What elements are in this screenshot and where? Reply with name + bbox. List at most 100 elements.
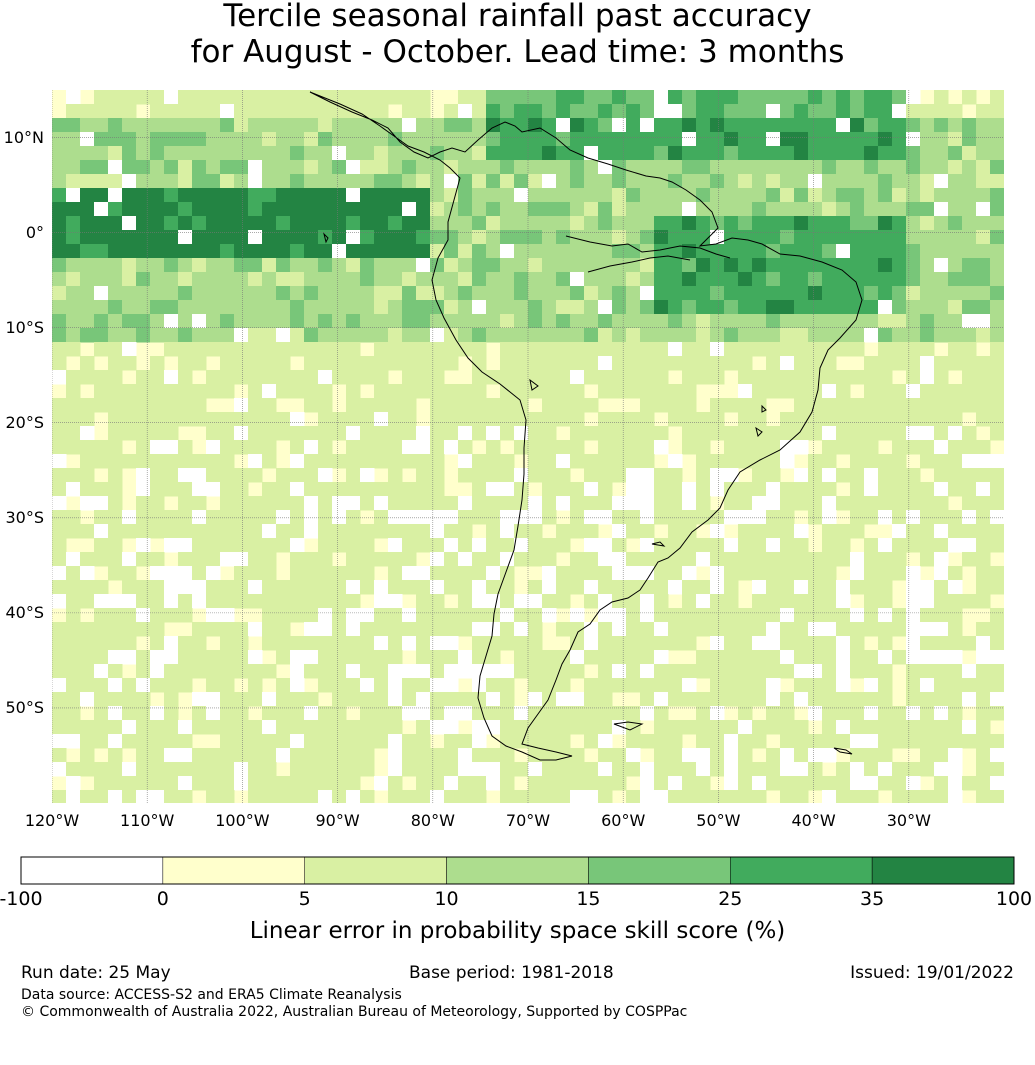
skill-cell <box>276 790 291 803</box>
skill-cell <box>724 146 739 161</box>
skill-cell <box>346 524 361 539</box>
skill-cell <box>486 692 501 707</box>
skill-cell <box>920 720 935 735</box>
skill-cell <box>794 314 809 329</box>
skill-cell <box>934 104 949 119</box>
skill-cell <box>976 258 991 273</box>
skill-cell <box>458 244 473 259</box>
skill-cell <box>668 538 683 553</box>
skill-cell <box>654 440 669 455</box>
skill-cell <box>934 272 949 287</box>
skill-cell <box>934 748 949 763</box>
skill-cell <box>234 720 249 735</box>
skill-cell <box>962 300 977 315</box>
skill-cell <box>864 510 879 525</box>
skill-cell <box>108 748 123 763</box>
skill-cell <box>150 356 165 371</box>
skill-cell <box>248 650 263 665</box>
skill-cell <box>136 622 151 637</box>
skill-cell <box>612 678 627 693</box>
skill-cell <box>234 510 249 525</box>
skill-cell <box>374 594 389 609</box>
skill-cell <box>192 762 207 777</box>
skill-cell <box>136 748 151 763</box>
skill-cell <box>150 174 165 189</box>
skill-cell <box>80 790 95 803</box>
skill-cell <box>444 510 459 525</box>
skill-cell <box>178 384 193 399</box>
skill-cell <box>738 650 753 665</box>
skill-cell <box>290 146 305 161</box>
skill-cell <box>122 594 137 609</box>
skill-cell <box>80 734 95 749</box>
skill-cell <box>94 286 109 301</box>
skill-cell <box>94 174 109 189</box>
skill-cell <box>150 272 165 287</box>
skill-cell <box>136 426 151 441</box>
skill-cell <box>346 398 361 413</box>
skill-cell <box>346 454 361 469</box>
skill-cell <box>808 174 823 189</box>
skill-cell <box>248 272 263 287</box>
skill-cell <box>710 622 725 637</box>
skill-cell <box>962 328 977 343</box>
skill-cell <box>346 314 361 329</box>
skill-cell <box>136 594 151 609</box>
lon-label: 40°W <box>791 811 836 830</box>
skill-cell <box>626 356 641 371</box>
skill-cell <box>752 412 767 427</box>
skill-cell <box>822 356 837 371</box>
skill-cell <box>766 244 781 259</box>
skill-cell <box>416 762 431 777</box>
skill-cell <box>374 174 389 189</box>
skill-cell <box>388 398 403 413</box>
skill-cell <box>780 720 795 735</box>
skill-cell <box>346 258 361 273</box>
skill-cell <box>332 426 347 441</box>
skill-cell <box>514 342 529 357</box>
skill-cell <box>654 356 669 371</box>
skill-cell <box>290 244 305 259</box>
skill-cell <box>934 692 949 707</box>
skill-cell <box>332 314 347 329</box>
skill-cell <box>416 132 431 147</box>
skill-cell <box>626 552 641 567</box>
skill-cell <box>332 790 347 803</box>
skill-cell <box>346 328 361 343</box>
skill-cell <box>248 664 263 679</box>
skill-cell <box>304 230 319 245</box>
skill-cell <box>724 664 739 679</box>
skill-cell <box>150 104 165 119</box>
skill-cell <box>990 398 1004 413</box>
skill-cell <box>150 650 165 665</box>
skill-cell <box>94 90 109 105</box>
skill-cell <box>948 258 963 273</box>
skill-cell <box>612 412 627 427</box>
skill-cell <box>948 734 963 749</box>
skill-cell <box>220 342 235 357</box>
skill-cell <box>108 454 123 469</box>
skill-cell <box>920 762 935 777</box>
skill-cell <box>570 188 585 203</box>
skill-cell <box>920 272 935 287</box>
skill-cell <box>906 706 921 721</box>
skill-cell <box>304 104 319 119</box>
skill-cell <box>794 412 809 427</box>
skill-cell <box>388 496 403 511</box>
skill-cell <box>668 188 683 203</box>
skill-cell <box>640 314 655 329</box>
skill-cell <box>108 692 123 707</box>
skill-cell <box>892 272 907 287</box>
skill-cell <box>878 552 893 567</box>
skill-cell <box>234 524 249 539</box>
skill-cell <box>430 608 445 623</box>
skill-cell <box>822 384 837 399</box>
skill-cell <box>374 440 389 455</box>
skill-cell <box>52 258 67 273</box>
skill-cell <box>780 370 795 385</box>
skill-cell <box>122 328 137 343</box>
skill-cell <box>66 146 81 161</box>
skill-cell <box>318 90 333 105</box>
skill-cell <box>122 762 137 777</box>
skill-cell <box>920 314 935 329</box>
